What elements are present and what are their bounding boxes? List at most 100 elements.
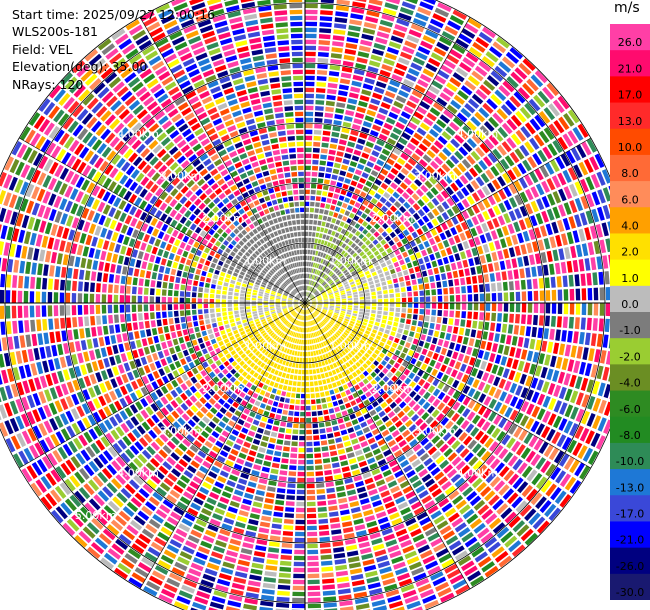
velocity-gate xyxy=(83,483,95,496)
velocity-gate xyxy=(444,563,458,574)
velocity-gate xyxy=(120,452,131,464)
velocity-gate xyxy=(412,480,423,489)
velocity-gate xyxy=(381,251,388,257)
velocity-gate xyxy=(319,386,324,392)
velocity-gate xyxy=(592,272,598,286)
velocity-gate xyxy=(504,407,513,418)
velocity-gate xyxy=(162,418,171,427)
velocity-gate xyxy=(228,315,234,320)
velocity-gate xyxy=(448,540,462,551)
velocity-gate xyxy=(199,397,207,405)
velocity-gate xyxy=(263,429,271,436)
velocity-gate xyxy=(307,555,319,561)
velocity-gate xyxy=(317,251,321,257)
velocity-gate xyxy=(371,271,377,277)
velocity-gate xyxy=(449,359,456,368)
velocity-gate xyxy=(250,384,257,391)
velocity-gate xyxy=(323,298,328,300)
velocity-gate xyxy=(365,359,372,366)
velocity-gate xyxy=(208,333,215,340)
velocity-gate xyxy=(368,103,379,111)
velocity-gate xyxy=(417,218,425,227)
velocity-gate xyxy=(83,431,93,444)
velocity-gate xyxy=(293,304,299,306)
velocity-gate xyxy=(252,501,263,508)
velocity-gate xyxy=(305,304,307,309)
velocity-gate xyxy=(403,211,411,219)
velocity-gate xyxy=(188,328,194,334)
velocity-gate xyxy=(341,66,353,73)
velocity-gate xyxy=(263,357,269,363)
velocity-gate xyxy=(129,479,140,490)
velocity-gate xyxy=(182,329,189,336)
velocity-gate xyxy=(322,253,327,259)
velocity-gate xyxy=(311,177,317,183)
velocity-gate xyxy=(240,330,246,336)
velocity-gate xyxy=(404,275,410,281)
velocity-gate xyxy=(368,264,374,270)
velocity-gate xyxy=(350,573,364,581)
velocity-gate xyxy=(248,352,254,358)
velocity-gate xyxy=(224,324,230,329)
velocity-gate xyxy=(187,322,193,328)
velocity-gate xyxy=(402,545,415,554)
velocity-gate xyxy=(443,295,449,302)
velocity-gate xyxy=(353,308,358,311)
velocity-gate xyxy=(391,244,398,251)
velocity-gate xyxy=(203,383,211,391)
velocity-gate xyxy=(325,222,330,228)
velocity-gate xyxy=(318,349,322,355)
velocity-gate xyxy=(331,369,337,375)
velocity-gate xyxy=(92,475,104,488)
velocity-gate xyxy=(218,364,225,371)
velocity-gate xyxy=(331,395,337,401)
velocity-gate xyxy=(356,430,364,437)
velocity-gate xyxy=(460,420,470,430)
velocity-gate xyxy=(393,162,403,171)
velocity-gate xyxy=(421,224,429,233)
velocity-gate xyxy=(388,41,402,50)
velocity-gate xyxy=(365,71,377,79)
velocity-gate xyxy=(404,324,410,330)
velocity-gate xyxy=(267,486,276,492)
velocity-gate xyxy=(399,401,407,409)
velocity-gate xyxy=(208,380,216,387)
velocity-gate xyxy=(381,360,387,366)
velocity-gate xyxy=(394,24,408,33)
velocity-gate xyxy=(371,342,378,348)
velocity-gate xyxy=(526,350,534,362)
velocity-gate xyxy=(538,315,544,326)
velocity-gate xyxy=(67,440,78,453)
velocity-gate xyxy=(546,428,556,442)
velocity-gate xyxy=(276,596,290,602)
velocity-gate xyxy=(48,402,58,415)
velocity-gate xyxy=(533,94,546,108)
velocity-gate xyxy=(406,556,420,565)
velocity-gate xyxy=(293,567,305,573)
velocity-gate xyxy=(562,316,568,329)
velocity-gate xyxy=(108,314,114,324)
velocity-gate xyxy=(337,491,346,498)
velocity-gate xyxy=(601,222,609,237)
velocity-gate xyxy=(371,246,377,253)
velocity-gate xyxy=(357,416,365,423)
velocity-gate xyxy=(128,577,143,589)
velocity-gate xyxy=(202,573,216,582)
velocity-gate xyxy=(509,95,522,108)
velocity-gate xyxy=(587,242,595,256)
velocity-gate xyxy=(180,383,188,391)
velocity-gate xyxy=(308,351,311,357)
velocity-gate xyxy=(389,231,396,239)
velocity-gate xyxy=(335,11,349,18)
velocity-gate xyxy=(378,410,386,418)
velocity-gate xyxy=(319,355,324,361)
velocity-gate xyxy=(305,141,312,147)
velocity-gate xyxy=(287,315,291,319)
velocity-gate xyxy=(411,459,421,468)
velocity-gate xyxy=(344,210,351,217)
velocity-gate xyxy=(485,293,491,302)
velocity-gate xyxy=(597,382,606,397)
velocity-gate xyxy=(326,278,331,282)
velocity-gate xyxy=(369,409,377,417)
velocity-gate xyxy=(54,485,67,499)
